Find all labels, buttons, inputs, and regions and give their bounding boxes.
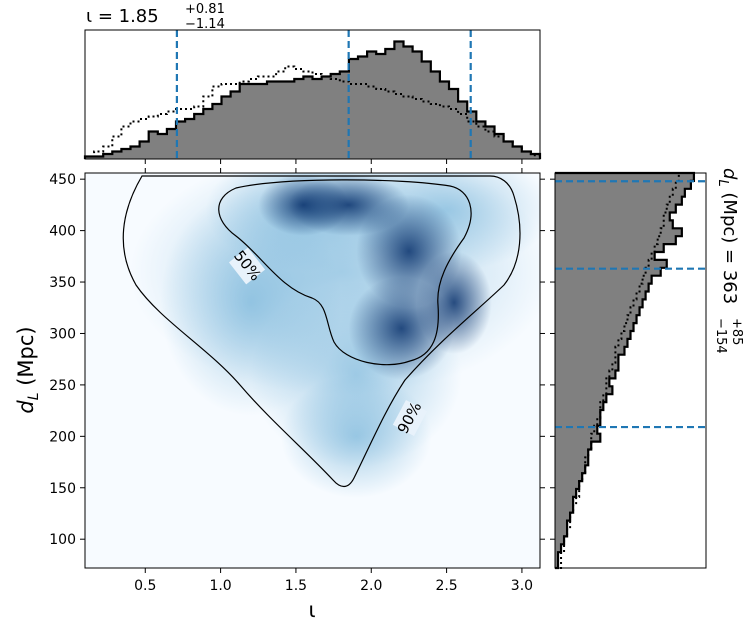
density-blob	[280, 374, 432, 499]
y-tick-label: 200	[49, 429, 76, 445]
x-histogram-frame	[84, 29, 541, 160]
y-annotation-minus: −154	[713, 318, 728, 354]
x-tick-label: 3.0	[511, 578, 533, 594]
x-histogram-outline	[83, 40, 542, 159]
x-tick-label: 1.5	[285, 578, 307, 594]
y-annotation-value: (Mpc) = 363	[719, 187, 740, 305]
y-parameter-annotation: dL (Mpc) = 363 +85 −154	[713, 168, 744, 354]
y-tick-label: 300	[49, 326, 76, 342]
x-histogram-dotted	[84, 65, 541, 159]
x-axis-ticks: 0.5 1.0 1.5 2.0 2.5 3.0	[134, 168, 533, 594]
x-marginal-histogram	[83, 29, 542, 164]
contour-label-background	[228, 247, 266, 285]
y-axis-label: dL (Mpc)	[14, 326, 42, 413]
contour-90	[122, 175, 521, 488]
y-axis-ticks: 100 150 200 250 300 350 400 450	[49, 172, 545, 548]
y-axis-label-symbol: d	[14, 400, 38, 414]
contour-label-background	[392, 400, 428, 436]
x-annotation-value: ι = 1.85	[86, 6, 159, 27]
density-blob	[288, 174, 409, 236]
y-axis-label-subscript: L	[26, 392, 42, 400]
y-histogram-outline	[555, 171, 696, 570]
y-tick-label: 400	[49, 224, 76, 240]
y-histogram-frame	[554, 172, 707, 569]
x-tick-label: 2.0	[360, 578, 382, 594]
y-tick-label: 450	[49, 172, 76, 188]
x-tick-label: 1.0	[209, 578, 231, 594]
x-tick-label: 0.5	[134, 578, 156, 594]
x-axis-label: ι	[308, 598, 315, 622]
y-tick-label: 150	[49, 481, 76, 497]
y-axis-label-unit: (Mpc)	[14, 326, 38, 392]
x-histogram-fill	[85, 41, 540, 159]
density-blob	[416, 251, 492, 355]
y-marginal-histogram	[550, 171, 707, 570]
x-tick-label: 2.5	[435, 578, 457, 594]
y-annotation-text: dL (Mpc) = 363	[715, 168, 740, 304]
y-annotation-subscript: L	[715, 179, 730, 186]
y-histogram-dotted	[555, 172, 680, 569]
x-parameter-annotation: ι = 1.85	[86, 6, 159, 27]
joint-density-panel: 50% 90% 0.5 1.0 1.5 2.0 2.5 3.0 1001502002503…	[49, 168, 545, 594]
y-histogram-fill	[555, 173, 694, 568]
y-tick-label: 250	[49, 378, 76, 394]
y-tick-label: 100	[49, 532, 76, 548]
y-annotation-symbol: d	[719, 168, 740, 180]
y-tick-label: 350	[49, 275, 76, 291]
x-annotation-plus: +0.81	[185, 2, 225, 17]
density-map	[130, 173, 540, 499]
x-annotation-minus: −1.14	[185, 17, 225, 32]
contour-50	[218, 179, 472, 366]
y-annotation-plus: +85	[729, 318, 744, 345]
joint-panel-frame	[84, 172, 541, 569]
